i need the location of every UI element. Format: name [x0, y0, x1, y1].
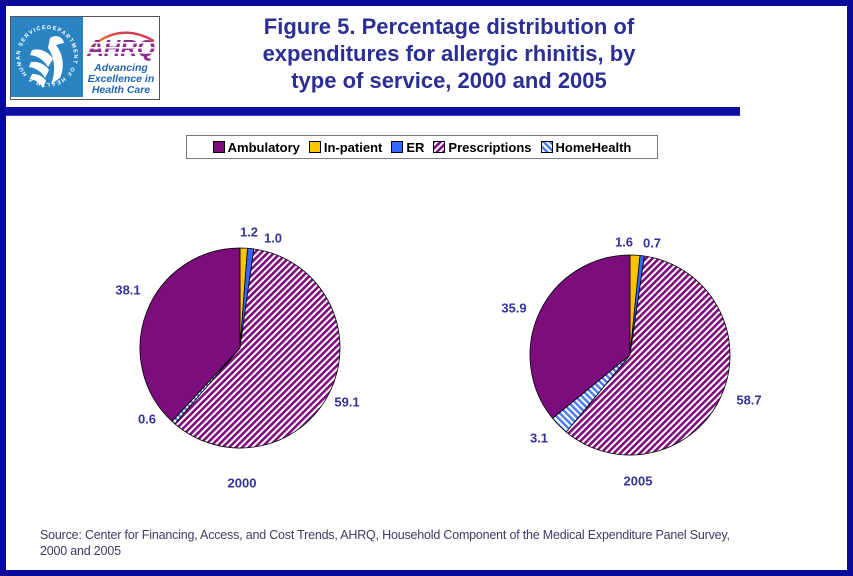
legend-item-in-patient: In-patient — [308, 139, 383, 155]
legend-swatch-homehealth — [540, 141, 553, 153]
pie-2000-label-prescriptions: 59.1 — [334, 394, 360, 410]
pie-2000-label-er: 1.0 — [263, 230, 283, 246]
ahrq-tagline-line1: Advancing — [93, 62, 148, 74]
pie-slice-prescriptions — [565, 255, 731, 456]
source-line2: 2000 and 2005 — [40, 544, 121, 558]
pie-2000-label-homehealth: 0.6 — [137, 411, 157, 427]
chart-legend: Ambulatory In-patient ER Prescriptions H… — [186, 135, 658, 159]
pie-2005-label-ambulatory: 35.9 — [501, 300, 527, 316]
legend-label: ER — [406, 139, 425, 155]
pie-2005-caption: 2005 — [623, 473, 653, 489]
figure-title: Figure 5. Percentage distribution of exp… — [156, 13, 742, 94]
legend-label: HomeHealth — [555, 139, 632, 155]
legend-item-er: ER — [391, 140, 424, 155]
pie-2000-label-ambulatory: 38.1 — [115, 282, 141, 298]
pie-chart-2005 — [529, 254, 731, 456]
ahrq-wordmark-stripes — [88, 42, 154, 54]
figure-title-line3: type of service, 2000 and 2005 — [291, 68, 607, 93]
ahrq-tagline-line3: Health Care — [92, 84, 151, 96]
legend-item-homehealth: HomeHealth — [540, 139, 632, 155]
pie-chart-2000 — [139, 247, 341, 449]
pie-2005-label-prescriptions: 58.7 — [736, 392, 762, 408]
pie-2005-label-er: 0.7 — [642, 235, 662, 251]
pie-2005-label-in-patient: 1.6 — [614, 234, 634, 250]
pie-2000-caption: 2000 — [227, 475, 257, 491]
header-divider-rule — [6, 107, 740, 116]
legend-item-ambulatory: Ambulatory — [212, 139, 300, 155]
figure-title-line1: Figure 5. Percentage distribution of — [263, 14, 635, 39]
legend-item-prescriptions: Prescriptions — [433, 139, 532, 155]
ahrq-tagline-line2: Excellence in — [88, 73, 155, 85]
legend-swatch-prescriptions — [433, 141, 446, 153]
pie-slice-ambulatory — [139, 247, 241, 422]
ahrq-logo-background — [83, 17, 159, 97]
ahrq-logo: AHRQ Advancing Excellence in Health Care — [83, 17, 159, 97]
ahrq-rainbow-arc — [88, 31, 155, 50]
legend-label: Ambulatory — [227, 139, 300, 155]
pie-2005-label-homehealth: 3.1 — [529, 430, 549, 446]
legend-label: In-patient — [323, 139, 383, 155]
legend-label: Prescriptions — [448, 139, 532, 155]
hhs-eagle-icon — [29, 36, 64, 88]
legend-swatch-er — [391, 141, 404, 153]
source-note: Source: Center for Financing, Access, an… — [40, 527, 832, 559]
legend-swatch-ambulatory — [212, 141, 225, 153]
hhs-logo: DEPARTMENT OF HEALTH & HUMAN SERVICES • … — [11, 17, 83, 97]
agency-logo-block: DEPARTMENT OF HEALTH & HUMAN SERVICES • … — [10, 16, 160, 100]
legend-swatch-in-patient — [308, 141, 321, 153]
pie-slice-prescriptions — [174, 248, 341, 449]
pie-slice-ambulatory — [529, 254, 631, 419]
figure-title-line2: expenditures for allergic rhinitis, by — [262, 41, 636, 66]
source-line1: Source: Center for Financing, Access, an… — [40, 528, 730, 542]
pie-2000-label-in-patient: 1.2 — [239, 224, 259, 240]
